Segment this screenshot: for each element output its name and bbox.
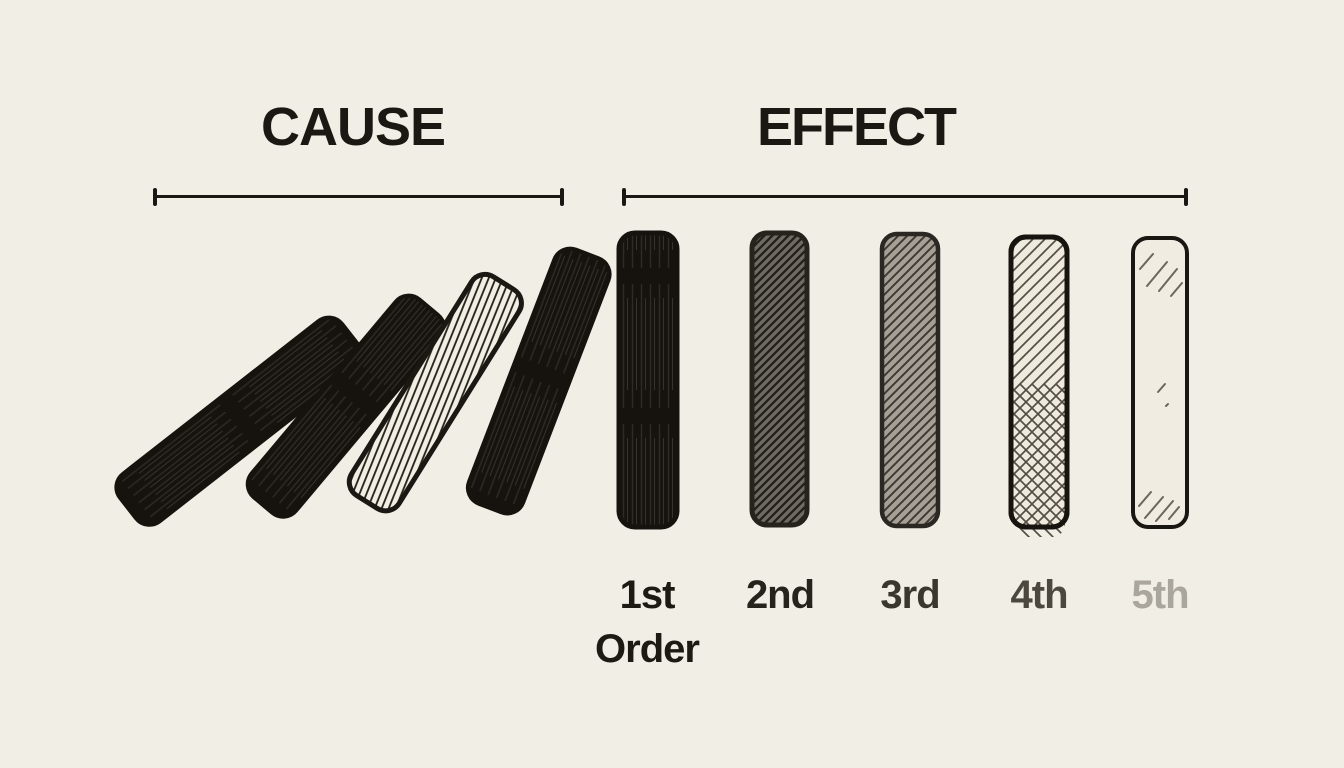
order-label-5th: 5th [1131,573,1190,617]
standing-domino-5th-order [1131,236,1189,529]
standing-domino-2nd-order [749,230,810,528]
effect-span-line [622,188,1188,206]
order-label-2nd: 2nd [745,573,815,617]
line-end-tick [560,188,564,206]
falling-domino-2 [245,293,447,519]
falling-domino-1 [114,315,364,527]
standing-domino-1st-order [616,230,680,530]
order-label-4th: 4th [1010,573,1069,617]
cause-title: CAUSE [260,97,446,157]
falling-domino-3 [346,271,524,514]
cause-span-line [153,188,564,206]
standing-domino-4th-order [1008,234,1070,537]
effect-title: EFFECT [757,97,957,157]
standing-domino-3rd-order [879,231,941,529]
order-sublabel: Order [595,627,700,671]
line-end-tick [1184,188,1188,206]
order-label-3rd: 3rd [880,573,940,617]
line-bar [622,195,1188,198]
line-bar [153,195,564,198]
falling-domino-4 [465,246,612,516]
order-label-1st: 1st [619,573,676,617]
